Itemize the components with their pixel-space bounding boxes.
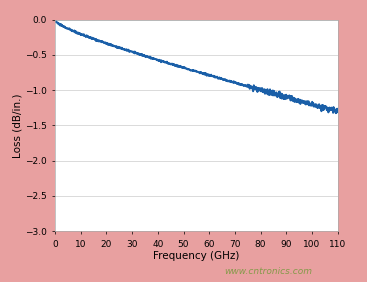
X-axis label: Frequency (GHz): Frequency (GHz) [153,251,240,261]
Text: www.cntronics.com: www.cntronics.com [224,267,312,276]
Y-axis label: Loss (dB/in.): Loss (dB/in.) [12,93,22,158]
